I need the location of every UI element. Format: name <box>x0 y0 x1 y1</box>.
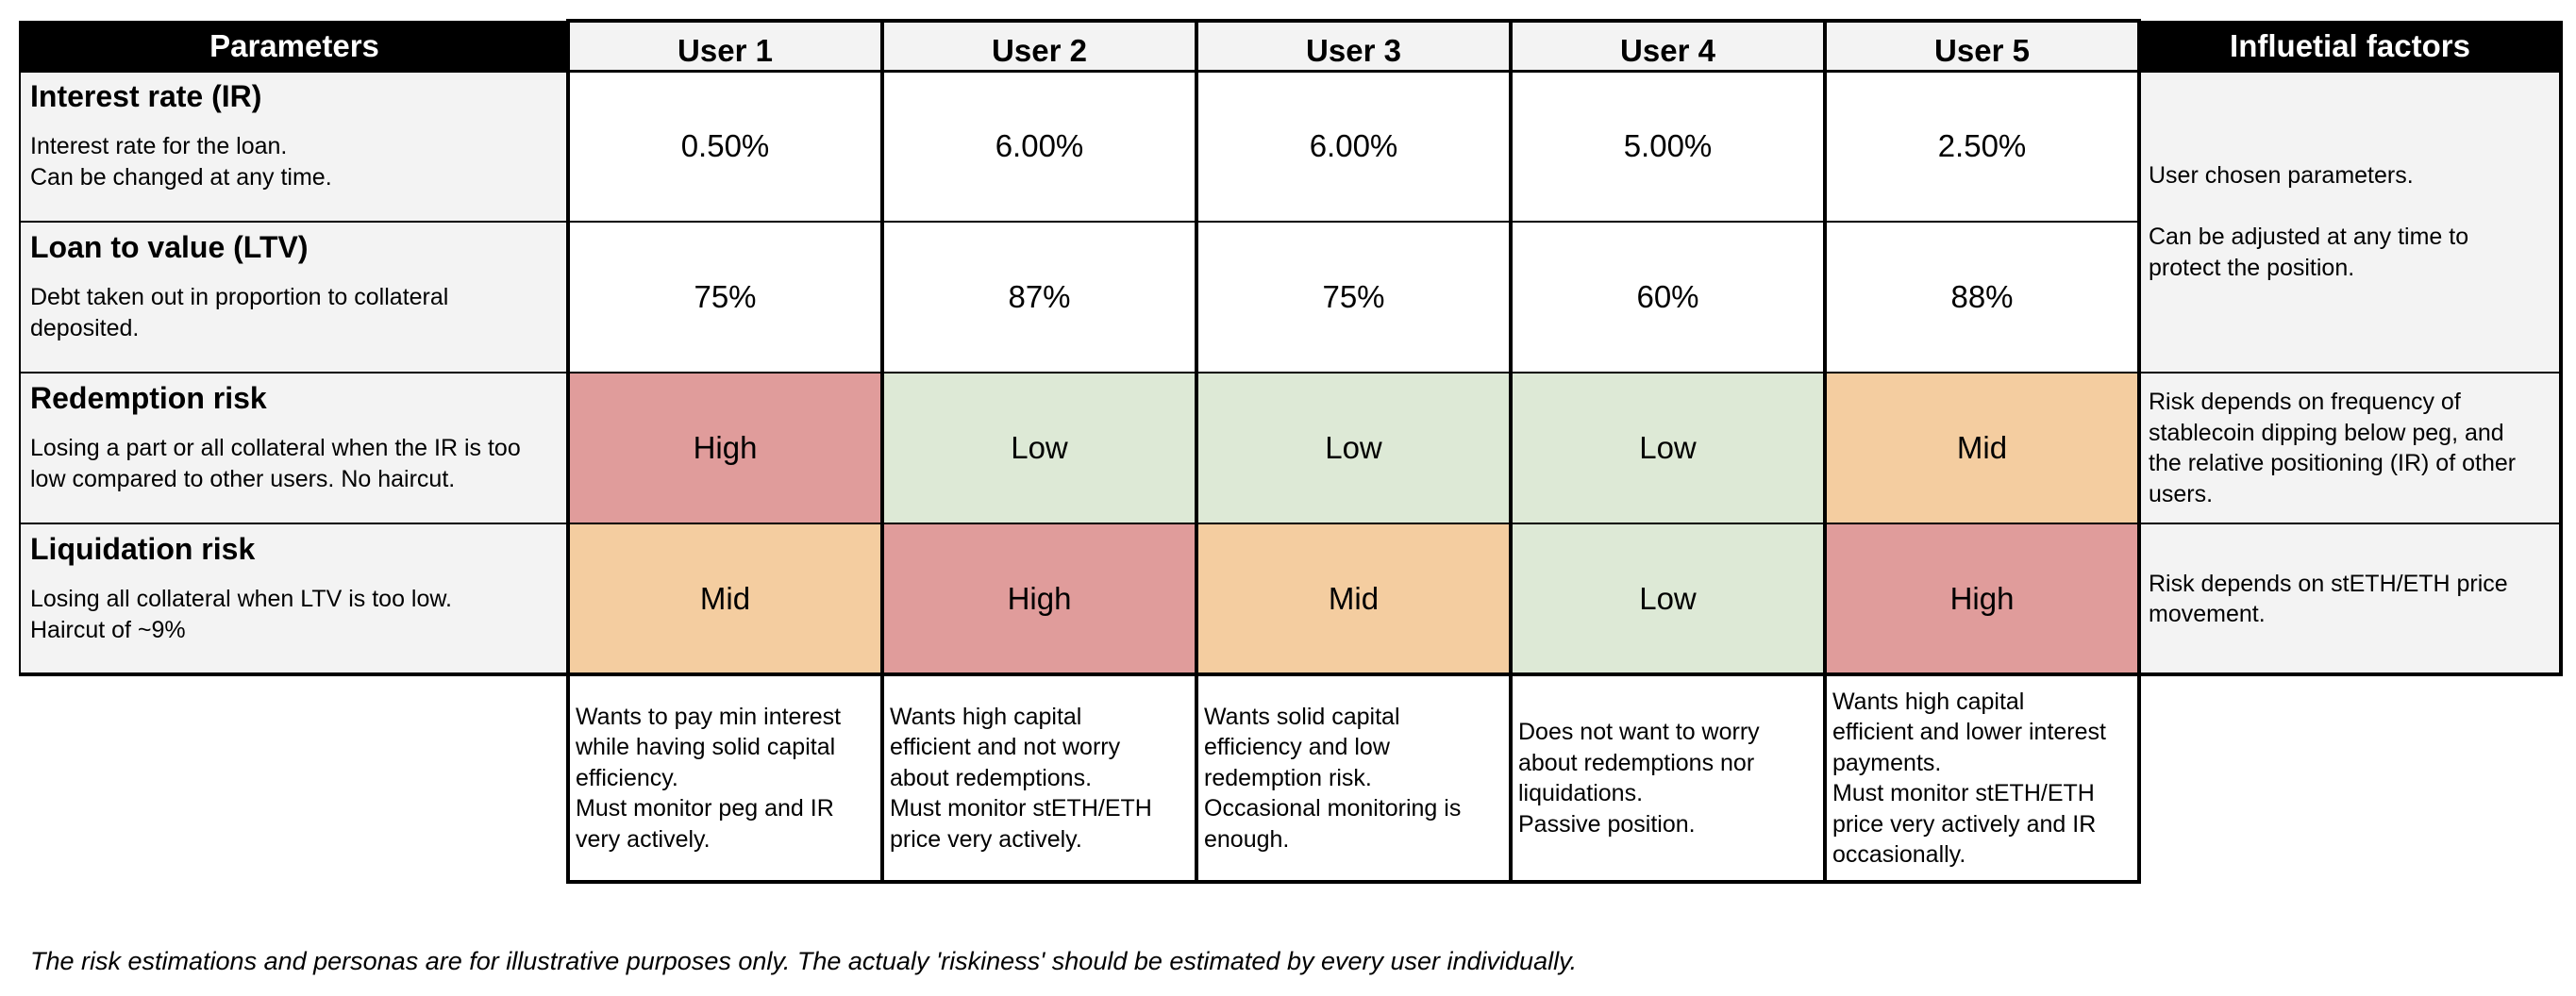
persona-user-1: Wants to pay min interest while having s… <box>568 674 882 882</box>
user-3-header: User 3 <box>1196 21 1511 71</box>
user-4-header-label: User 4 <box>1620 33 1715 68</box>
risk-level: High <box>1949 581 2015 616</box>
grid-line <box>21 372 2561 374</box>
grid-line <box>2559 21 2563 676</box>
parameters-header-label: Parameters <box>209 27 379 63</box>
param-title: Redemption risk <box>30 381 267 415</box>
cell-value: 75% <box>694 279 757 314</box>
risk-level: Low <box>1011 430 1068 465</box>
redemption-risk-user-3: Low <box>1196 373 1511 523</box>
liquidation-risk-user-5: High <box>1825 523 2139 674</box>
cell-value: 87% <box>1008 279 1071 314</box>
ltv-user-5: 88% <box>1825 222 2139 373</box>
grid-line <box>21 523 2561 524</box>
ir-user-4: 5.00% <box>1511 71 1825 222</box>
grid-line <box>21 221 2139 223</box>
ltv-user-1: 75% <box>568 222 882 373</box>
persona-text: Wants solid capital efficiency and low r… <box>1204 703 1462 853</box>
persona-text: Wants high capital efficient and not wor… <box>890 703 1152 853</box>
liquidation-risk-user-4: Low <box>1511 523 1825 674</box>
cell-value: 2.50% <box>1937 128 2027 163</box>
persona-text: Wants high capital efficient and lower i… <box>1832 688 2106 869</box>
cell-value: 60% <box>1636 279 1699 314</box>
cell-value: 0.50% <box>680 128 770 163</box>
grid-line <box>21 70 2561 73</box>
risk-level: Low <box>1639 581 1697 616</box>
risk-level: Mid <box>1328 581 1380 616</box>
grid-line <box>568 19 2139 23</box>
param-interest-rate: Interest rate (IR) Interest rate for the… <box>21 71 568 222</box>
user-4-header: User 4 <box>1511 21 1825 71</box>
redemption-risk-user-2: Low <box>882 373 1196 523</box>
ltv-user-4: 60% <box>1511 222 1825 373</box>
factor-liquidation: Risk depends on stETH/ETH price movement… <box>2139 523 2561 674</box>
param-description: Losing a part or all collateral when the… <box>30 435 521 492</box>
redemption-risk-user-4: Low <box>1511 373 1825 523</box>
user-2-header-label: User 2 <box>992 33 1087 68</box>
factor-text: Risk depends on stETH/ETH price movement… <box>2149 570 2508 628</box>
persona-text: Does not want to worry about redemptions… <box>1518 719 1760 838</box>
persona-text: Wants to pay min interest while having s… <box>576 703 842 853</box>
user-2-header: User 2 <box>882 21 1196 71</box>
param-description: Debt taken out in proportion to collater… <box>30 284 449 341</box>
cell-value: 88% <box>1950 279 2014 314</box>
factor-text: User chosen parameters. Can be adjusted … <box>2149 162 2469 281</box>
param-title: Interest rate (IR) <box>30 79 262 113</box>
param-description: Losing all collateral when LTV is too lo… <box>30 586 452 643</box>
cell-value: 5.00% <box>1623 128 1713 163</box>
grid-line <box>2137 19 2141 884</box>
param-title: Loan to value (LTV) <box>30 230 309 264</box>
risk-level: Low <box>1639 430 1697 465</box>
persona-user-5: Wants high capital efficient and lower i… <box>1825 674 2139 882</box>
factors-header-label: Influetial factors <box>2230 27 2470 63</box>
cell-value: 6.00% <box>995 128 1084 163</box>
grid-line <box>1195 19 1198 884</box>
parameters-header: Parameters <box>21 21 568 71</box>
redemption-risk-user-5: Mid <box>1825 373 2139 523</box>
param-loan-to-value: Loan to value (LTV) Debt taken out in pr… <box>21 222 568 373</box>
persona-user-3: Wants solid capital efficiency and low r… <box>1196 674 1511 882</box>
param-liquidation-risk: Liquidation risk Losing all collateral w… <box>21 523 568 674</box>
ir-user-2: 6.00% <box>882 71 1196 222</box>
ir-user-5: 2.50% <box>1825 71 2139 222</box>
risk-level: High <box>693 430 758 465</box>
ltv-user-3: 75% <box>1196 222 1511 373</box>
grid-line <box>19 21 21 676</box>
ir-user-3: 6.00% <box>1196 71 1511 222</box>
risk-level: High <box>1007 581 1072 616</box>
param-redemption-risk: Redemption risk Losing a part or all col… <box>21 373 568 523</box>
risk-level: Low <box>1325 430 1382 465</box>
factor-text: Risk depends on frequency of stablecoin … <box>2149 389 2517 507</box>
param-title: Liquidation risk <box>30 532 256 566</box>
liquidation-risk-user-1: Mid <box>568 523 882 674</box>
user-5-header-label: User 5 <box>1934 33 2030 68</box>
user-5-header: User 5 <box>1825 21 2139 71</box>
redemption-risk-user-1: High <box>568 373 882 523</box>
factor-redemption: Risk depends on frequency of stablecoin … <box>2139 373 2561 523</box>
grid-line <box>568 880 2141 884</box>
liquidation-risk-user-3: Mid <box>1196 523 1511 674</box>
persona-user-4: Does not want to worry about redemptions… <box>1511 674 1825 882</box>
grid-line <box>566 19 570 884</box>
user-3-header-label: User 3 <box>1306 33 1401 68</box>
footnote: The risk estimations and personas are fo… <box>30 947 1578 975</box>
grid-line <box>1823 19 1827 884</box>
factors-header: Influetial factors <box>2139 21 2561 71</box>
ir-user-1: 0.50% <box>568 71 882 222</box>
liquidation-risk-user-2: High <box>882 523 1196 674</box>
persona-user-2: Wants high capital efficient and not wor… <box>882 674 1196 882</box>
ltv-user-2: 87% <box>882 222 1196 373</box>
factor-user-parameters: User chosen parameters. Can be adjusted … <box>2139 71 2561 373</box>
user-1-header-label: User 1 <box>677 33 773 68</box>
grid-line <box>1509 19 1513 884</box>
cell-value: 6.00% <box>1309 128 1398 163</box>
grid-line <box>880 19 884 884</box>
risk-level: Mid <box>1956 430 2008 465</box>
risk-level: Mid <box>699 581 751 616</box>
user-1-header: User 1 <box>568 21 882 71</box>
param-description: Interest rate for the loan. Can be chang… <box>30 133 332 191</box>
cell-value: 75% <box>1322 279 1385 314</box>
grid-line <box>21 672 2561 676</box>
